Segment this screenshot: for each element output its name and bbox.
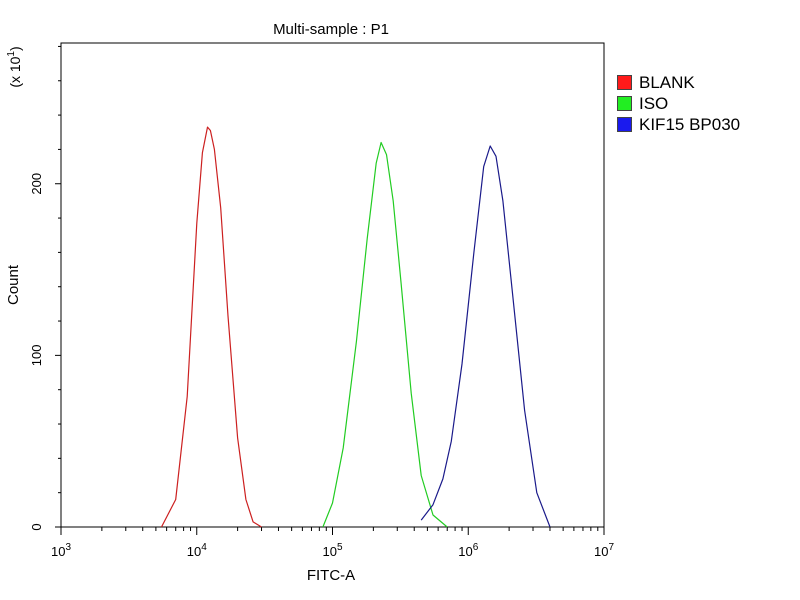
x-tick-label: 104 [187, 542, 207, 559]
series-line-iso [322, 141, 448, 528]
x-tick-label: 103 [51, 542, 71, 559]
legend-item-blank: BLANK [617, 72, 740, 93]
y-axis: 0 100 200 [29, 45, 61, 531]
legend-swatch-blank [617, 75, 632, 90]
series-line-blank [160, 126, 262, 528]
legend-label-kif15: KIF15 BP030 [639, 115, 741, 134]
plot-frame [60, 42, 605, 528]
y-multiplier-base: (x 10 [7, 56, 23, 87]
legend: BLANK ISO KIF15 BP030 [617, 72, 740, 135]
legend-item-iso: ISO [617, 93, 740, 114]
x-tick-label: 105 [322, 542, 342, 559]
y-multiplier-close: ) [7, 46, 23, 51]
legend-label-iso: ISO [639, 94, 669, 113]
x-axis: 103 104 105 106 107 [51, 527, 614, 559]
chart-title: Multi-sample : P1 [273, 21, 389, 38]
x-axis-label: FITC-A [307, 567, 355, 584]
legend-item-kif15: KIF15 BP030 [617, 114, 740, 135]
legend-swatch-kif15 [617, 117, 632, 132]
x-tick-label: 107 [594, 542, 614, 559]
series-line-kif15-bp030 [420, 145, 551, 528]
y-multiplier-exponent: 1 [6, 51, 17, 57]
series-layer [160, 126, 551, 528]
y-tick-label: 100 [29, 345, 44, 367]
legend-swatch-iso [617, 96, 632, 111]
legend-label-blank: BLANK [639, 73, 695, 92]
x-tick-label: 106 [458, 542, 478, 559]
y-multiplier-label: (x 101) [6, 46, 23, 87]
y-tick-label: 200 [29, 173, 44, 195]
y-tick-label: 0 [29, 523, 44, 530]
y-axis-label: Count [5, 264, 22, 305]
